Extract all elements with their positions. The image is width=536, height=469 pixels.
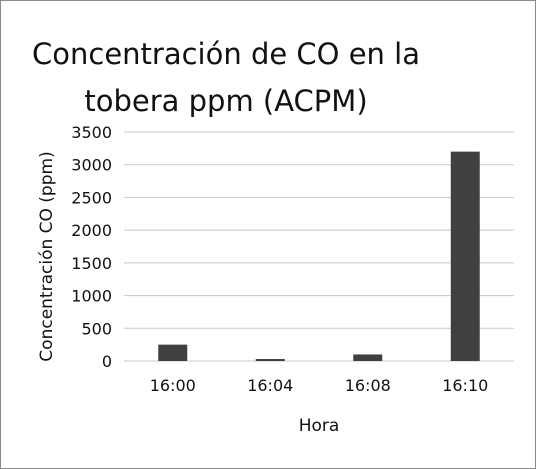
- y-axis-ticks: 0 500 1000 1500 2000 2500 3000 3500: [71, 123, 112, 371]
- x-tick-label: 16:04: [247, 376, 293, 395]
- bar-1608: [353, 354, 383, 361]
- chart-title-line-1: Concentración de CO en la: [32, 37, 420, 71]
- y-tick-label: 2000: [71, 221, 112, 240]
- x-tick-label: 16:00: [150, 376, 196, 395]
- bars: [158, 151, 480, 361]
- chart-title: Concentración de CO en la tobera ppm (AC…: [1, 31, 451, 125]
- y-tick-label: 3500: [71, 123, 112, 142]
- y-axis-label: Concentración CO (ppm): [37, 151, 57, 361]
- gridlines: [124, 131, 514, 362]
- bar-1604: [255, 359, 285, 361]
- y-tick-label: 500: [81, 319, 112, 338]
- x-tick-label: 16:08: [345, 376, 391, 395]
- y-tick-label: 0: [102, 352, 112, 371]
- chart-title-line-2: tobera ppm (ACPM): [84, 84, 368, 118]
- x-tick-label: 16:10: [442, 376, 488, 395]
- y-tick-label: 1500: [71, 254, 112, 273]
- x-axis-label: Hora: [299, 416, 340, 436]
- y-tick-label: 2500: [71, 188, 112, 207]
- bar-1600: [158, 344, 188, 361]
- y-tick-label: 3000: [71, 156, 112, 175]
- x-axis-ticks: 16:00 16:04 16:08 16:10: [150, 376, 489, 395]
- y-tick-label: 1000: [71, 287, 112, 306]
- bar-1610: [450, 151, 480, 361]
